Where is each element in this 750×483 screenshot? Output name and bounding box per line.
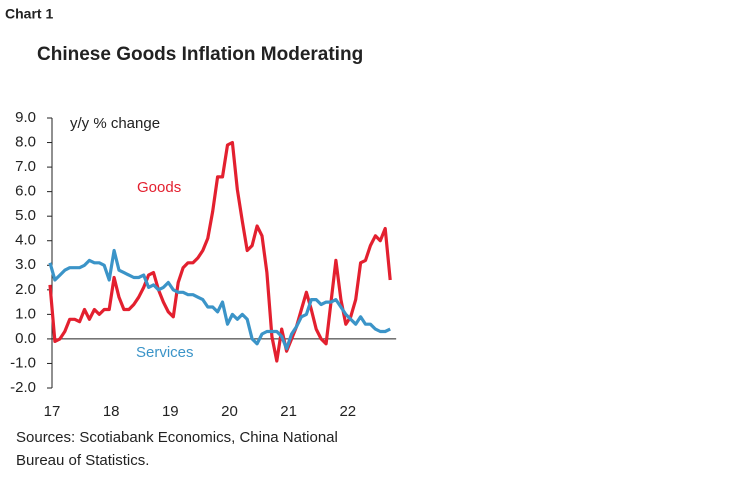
source-note: Bureau of Statistics. — [16, 452, 149, 469]
source-note: Sources: Scotiabank Economics, China Nat… — [16, 429, 338, 446]
y-tick-label: 4.0 — [15, 232, 36, 249]
y-tick-label: 1.0 — [15, 305, 36, 322]
series-label: Services — [136, 344, 194, 361]
y-tick-label: 5.0 — [15, 207, 36, 224]
x-tick-label: 18 — [103, 403, 120, 420]
chart-title: Chinese Goods Inflation Moderating — [37, 44, 363, 65]
y-tick-label: 3.0 — [15, 256, 36, 273]
y-tick-label: 8.0 — [15, 134, 36, 151]
y-tick-label: -2.0 — [10, 379, 36, 396]
y-axis-label: y/y % change — [70, 115, 160, 132]
y-tick-label: -1.0 — [10, 354, 36, 371]
y-tick-label: 0.0 — [15, 330, 36, 347]
series-line — [48, 140, 392, 363]
chart-label: Chart 1 — [5, 6, 53, 22]
x-tick-label: 22 — [339, 403, 356, 420]
y-tick-label: 9.0 — [15, 109, 36, 126]
series-line — [48, 248, 391, 351]
x-tick-label: 21 — [280, 403, 297, 420]
x-tick-label: 17 — [44, 403, 61, 420]
x-tick-label: 20 — [221, 403, 238, 420]
y-tick-label: 7.0 — [15, 158, 36, 175]
x-tick-label: 19 — [162, 403, 179, 420]
y-tick-label: 2.0 — [15, 281, 36, 298]
y-tick-label: 6.0 — [15, 183, 36, 200]
series-label: Goods — [137, 179, 181, 196]
